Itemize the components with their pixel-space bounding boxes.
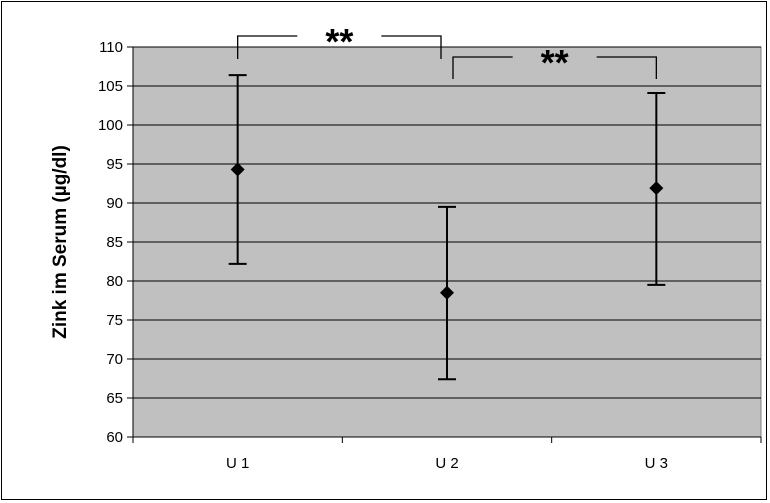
x-axis: U 1 U 2 U 3 (132, 436, 762, 472)
y-tick-label: 90 (106, 195, 123, 212)
x-tick-label: U 3 (645, 455, 668, 472)
y-tick-label: 110 (99, 39, 123, 56)
y-axis: 60 65 70 75 80 85 90 95 100 105 110 (98, 39, 134, 446)
data-point-marker (440, 285, 454, 300)
annotations: ** ** (237, 21, 657, 83)
y-tick-label: 100 (98, 117, 123, 134)
significance-bracket-right (596, 56, 657, 79)
data-point-marker (649, 181, 664, 196)
significance-bracket-left (237, 35, 298, 59)
y-axis-title: Zink im Serum (µg/dl) (50, 145, 71, 339)
data-point-marker (230, 162, 245, 177)
y-tick-label: 95 (106, 156, 123, 173)
significance-bracket-left (452, 56, 513, 79)
x-tick-label: U 2 (435, 455, 458, 472)
significance-bracket-right (381, 35, 442, 59)
y-tick-label: 60 (106, 429, 123, 446)
significance-label: ** (325, 21, 353, 62)
significance-label: ** (541, 42, 569, 83)
y-tick-label: 105 (98, 78, 123, 95)
x-tick-label: U 1 (226, 455, 249, 472)
y-tick-label: 65 (106, 390, 123, 407)
y-tick-label: 70 (106, 351, 123, 368)
y-tick-label: 75 (106, 312, 123, 329)
markers (230, 162, 664, 300)
y-tick-label: 85 (106, 234, 123, 251)
y-tick-label: 80 (106, 273, 123, 290)
